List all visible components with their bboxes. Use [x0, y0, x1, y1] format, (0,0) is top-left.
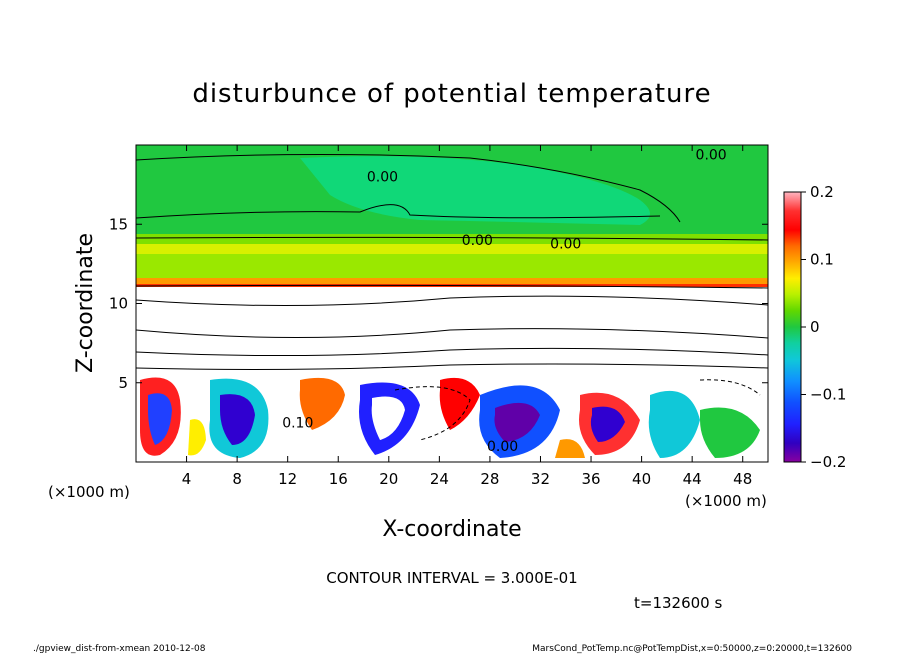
colorbar-tick-label: 0 — [810, 318, 820, 336]
contour-lines — [136, 153, 768, 441]
colorbar-tick-label: 0.1 — [810, 251, 834, 269]
band-yellowgreen-1 — [136, 234, 768, 244]
x-tick-label: 48 — [733, 470, 752, 488]
footer-right: MarsCond_PotTemp.nc@PotTempDist,x=0:5000… — [532, 644, 852, 654]
x-unit-right: (×1000 m) — [685, 492, 767, 510]
x-unit-left: (×1000 m) — [48, 483, 130, 501]
contour-label: 0.00 — [487, 439, 518, 455]
x-tick-label: 12 — [278, 470, 297, 488]
footer-left: ./gpview_dist-from-xmean 2010-12-08 — [33, 644, 206, 654]
x-tick-label: 36 — [581, 470, 600, 488]
x-tick-label: 24 — [430, 470, 449, 488]
plot-field — [136, 145, 768, 462]
contour-label: 0.00 — [462, 233, 493, 249]
contour-label: 0.10 — [282, 415, 313, 431]
colorbar-tick-label: −0.2 — [810, 453, 846, 471]
x-tick-label: 40 — [632, 470, 651, 488]
x-tick-label: 4 — [182, 470, 192, 488]
lower-structures — [140, 377, 760, 458]
band-yellowgreen-2 — [136, 254, 768, 278]
contour-interval: CONTOUR INTERVAL = 3.000E-01 — [326, 569, 577, 587]
chart-title: disturbunce of potential temperature — [192, 79, 711, 109]
colorbar — [783, 191, 802, 463]
band-yellow — [136, 244, 768, 254]
colorbar-ticks: 0.2 0.1 0 −0.1 −0.2 — [801, 183, 846, 471]
colorbar-tick-label: −0.1 — [810, 386, 846, 404]
x-tick-label: 8 — [232, 470, 242, 488]
contour-labels: 0.00 0.00 0.00 0.00 0.00 0.10 — [282, 148, 726, 456]
y-axis-label: Z-coordinate — [73, 233, 98, 373]
x-tick-label: 32 — [531, 470, 550, 488]
y-tick-label: 15 — [109, 215, 128, 233]
contour-label: 0.00 — [367, 170, 398, 186]
time-label: t=132600 s — [634, 594, 722, 612]
y-ticks: 5 10 15 — [109, 215, 768, 392]
y-tick-label: 10 — [109, 295, 128, 313]
band-orange — [136, 278, 768, 285]
x-tick-label: 44 — [683, 470, 702, 488]
x-axis-label: X-coordinate — [382, 517, 521, 542]
contour-label: 0.00 — [550, 236, 581, 252]
contour-label: 0.00 — [696, 148, 727, 164]
y-tick-label: 5 — [118, 374, 128, 392]
x-tick-label: 20 — [379, 470, 398, 488]
x-ticks: 4 8 12 16 20 24 28 32 36 40 44 48 — [182, 145, 752, 488]
x-tick-label: 16 — [329, 470, 348, 488]
x-tick-label: 28 — [480, 470, 499, 488]
colorbar-tick-label: 0.2 — [810, 183, 834, 201]
